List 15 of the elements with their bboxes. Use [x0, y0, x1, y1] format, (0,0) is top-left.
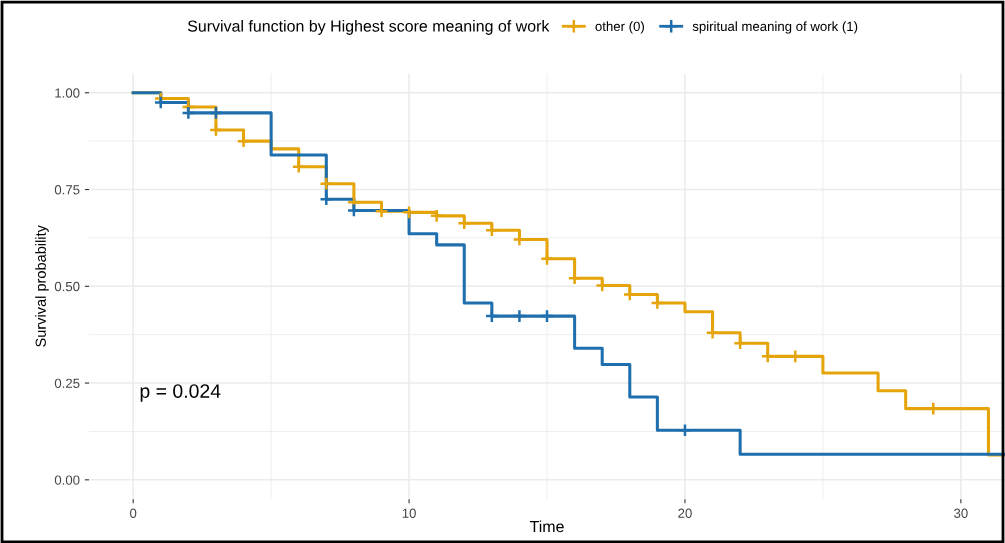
x-tick-label: 0: [130, 508, 137, 518]
x-tick-label: 20: [678, 508, 692, 518]
legend-label: spiritual meaning of work (1): [692, 21, 858, 34]
legend-title: Survival function by Highest score meaning of work: [187, 20, 550, 35]
legend-label: other (0): [595, 21, 644, 34]
x-axis-title: Time: [529, 520, 564, 533]
y-tick-label: 0.00: [54, 475, 80, 485]
x-tick-label: 30: [954, 508, 968, 518]
y-tick-label: 0.50: [54, 281, 80, 292]
y-tick-label: 0.75: [54, 185, 80, 195]
y-tick-label: 1.00: [55, 88, 80, 98]
annotation: p = 0.024: [140, 384, 221, 402]
y-axis-title: Survival probability: [35, 225, 49, 347]
y-tick-label: 0.25: [54, 378, 80, 388]
x-tick-label: 10: [402, 508, 416, 518]
